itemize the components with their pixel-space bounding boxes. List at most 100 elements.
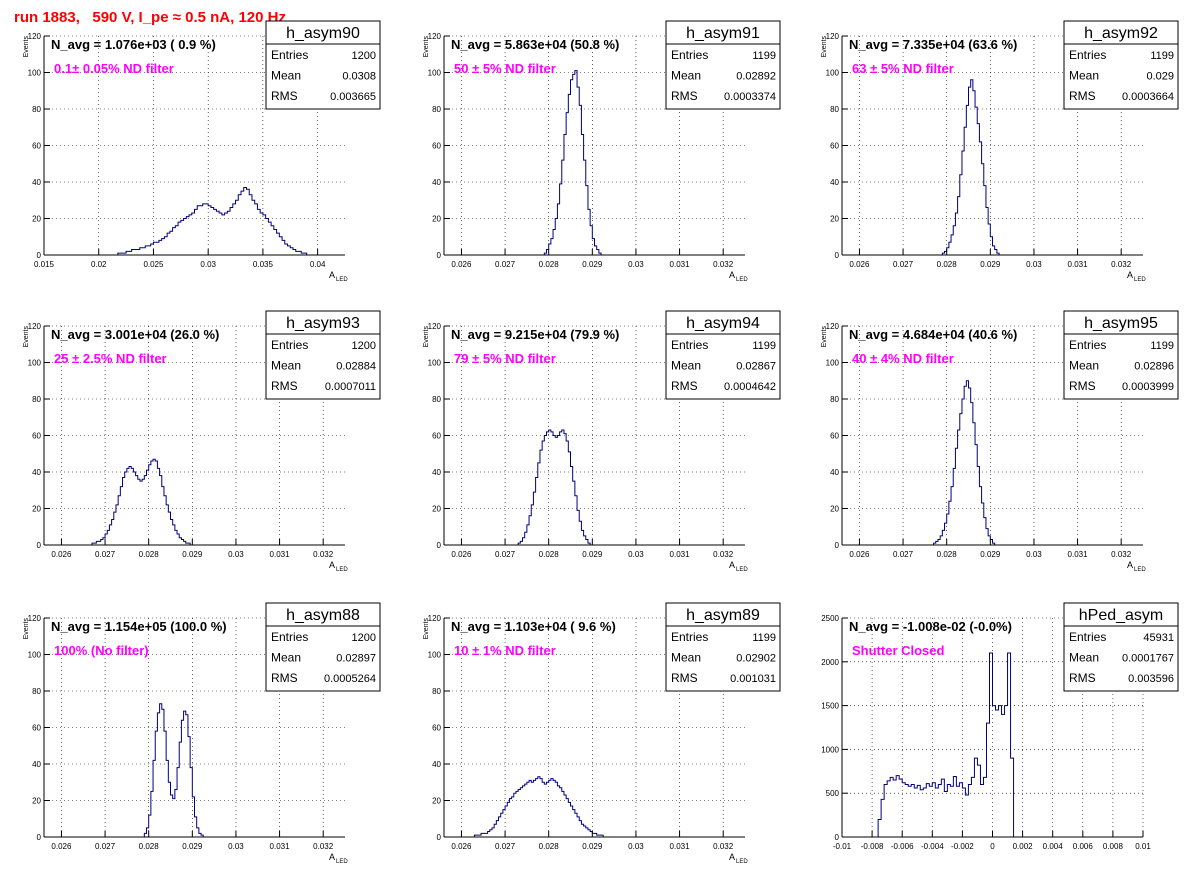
- histogram-h_asym94: [517, 429, 593, 546]
- stats-value: 1200: [352, 340, 376, 352]
- stats-value: 1199: [752, 632, 776, 644]
- stats-value: 0.0003374: [724, 91, 776, 103]
- filter-label: 50 ± 5% ND filter: [454, 61, 556, 76]
- y-tick-label: 120: [826, 32, 840, 41]
- x-tick-label: 0.026: [849, 260, 870, 269]
- y-tick-label: 60: [32, 142, 41, 151]
- x-tick-label: 0.028: [139, 842, 160, 851]
- stats-label: Entries: [671, 48, 708, 62]
- y-tick-label: 80: [432, 105, 441, 114]
- histogram-h_asym93: [87, 458, 193, 546]
- stats-label: Mean: [1069, 359, 1099, 373]
- x-tick-label: 0.026: [51, 842, 72, 851]
- page-title: run 1883, 590 V, I_pe ≈ 0.5 nA, 120 Hz: [14, 9, 286, 26]
- stats-value: 0.02884: [336, 361, 376, 373]
- stats-value: 0.003596: [1128, 673, 1174, 685]
- x-axis-label: A: [1127, 560, 1133, 570]
- histogram-name: h_asym89: [686, 607, 760, 624]
- stats-value: 0.0007011: [325, 381, 376, 393]
- y-tick-label: 20: [830, 505, 839, 514]
- x-tick-label: 0.029: [980, 550, 1001, 559]
- y-tick-label: 120: [428, 32, 442, 41]
- filter-label: 100% (No filter): [54, 643, 149, 658]
- histogram-name: h_asym94: [686, 315, 760, 332]
- stats-label: Mean: [1069, 651, 1099, 665]
- x-tick-label: 0.028: [539, 260, 560, 269]
- x-axis-label-sub: LED: [336, 277, 348, 283]
- pad-h_asym90: 0.015 0.02 0.025 0.03 0.035 0.04 0 20 40 60 80 100 1…: [23, 20, 381, 283]
- histogram-h_asym89: [474, 776, 606, 838]
- stats-label: Entries: [1069, 48, 1106, 62]
- x-axis-label: A: [329, 852, 335, 862]
- y-tick-label: 20: [32, 797, 41, 806]
- stats-box: [265, 602, 381, 692]
- filter-label: 63 ± 5% ND filter: [852, 61, 954, 76]
- y-axis-label: Events: [23, 36, 30, 58]
- stats-label: Mean: [671, 359, 701, 373]
- y-tick-label: 80: [32, 395, 41, 404]
- stats-box: [1063, 310, 1179, 400]
- y-tick-label: 40: [432, 760, 441, 769]
- y-axis-label: Events: [423, 326, 430, 348]
- y-tick-label: 60: [830, 432, 839, 441]
- x-tick-label: 0.031: [1068, 260, 1089, 269]
- stats-value: 0.0004642: [724, 381, 776, 393]
- y-tick-label: 20: [432, 215, 441, 224]
- x-tick-label: -0.006: [891, 842, 914, 851]
- x-axis-label-sub: LED: [736, 277, 748, 283]
- filter-label: 79 ± 5% ND filter: [454, 351, 556, 366]
- n-avg-label: N_avg = 1.076e+03 ( 0.9 %): [51, 37, 216, 52]
- x-tick-label: -0.004: [921, 842, 944, 851]
- x-tick-label: 0.035: [253, 260, 274, 269]
- pad-hPed_asym: -0.01 -0.008 -0.006 -0.004 -0.002 0 0.002 0.004…: [821, 602, 1179, 851]
- x-axis-label: A: [329, 560, 335, 570]
- x-tick-label: 0.03: [628, 550, 644, 559]
- x-axis-label: A: [329, 270, 335, 280]
- stats-value: 0.02897: [336, 653, 376, 665]
- y-tick-label: 500: [826, 789, 840, 798]
- y-tick-label: 120: [428, 614, 442, 623]
- y-tick-label: 80: [32, 687, 41, 696]
- y-tick-label: 40: [432, 178, 441, 187]
- stats-label: RMS: [1069, 671, 1096, 685]
- x-tick-label: 0.03: [628, 842, 644, 851]
- x-tick-label: 0.032: [713, 550, 734, 559]
- y-tick-label: 0: [835, 541, 840, 550]
- stats-label: Mean: [271, 651, 301, 665]
- y-axis-label: Events: [423, 36, 430, 58]
- stats-label: Entries: [271, 338, 308, 352]
- stats-label: Mean: [671, 651, 701, 665]
- x-axis-label-sub: LED: [336, 567, 348, 573]
- x-tick-label: 0.025: [143, 260, 164, 269]
- stats-value: 0.02892: [736, 71, 776, 83]
- n-avg-label: N_avg = -1.008e-02 (-0.0%): [849, 619, 1012, 634]
- histogram-name: hPed_asym: [1079, 607, 1164, 624]
- n-avg-label: N_avg = 3.001e+04 (26.0 %): [51, 327, 219, 342]
- n-avg-label: N_avg = 4.684e+04 (40.6 %): [849, 327, 1017, 342]
- histogram-h_asym90: [98, 186, 324, 256]
- stats-label: Entries: [271, 48, 308, 62]
- y-tick-label: 0: [437, 833, 442, 842]
- n-avg-label: N_avg = 9.215e+04 (79.9 %): [451, 327, 619, 342]
- y-tick-label: 0: [37, 541, 42, 550]
- x-axis-label: A: [729, 852, 735, 862]
- stats-label: RMS: [271, 671, 298, 685]
- filter-label: 10 ± 1% ND filter: [454, 643, 556, 658]
- stats-value: 1199: [752, 340, 776, 352]
- x-tick-label: 0.032: [313, 550, 334, 559]
- y-tick-label: 60: [432, 432, 441, 441]
- x-tick-label: 0.031: [270, 550, 291, 559]
- y-tick-label: 100: [28, 69, 42, 78]
- x-tick-label: 0.028: [139, 550, 160, 559]
- stats-box: [265, 310, 381, 400]
- stats-value: 0.003665: [330, 91, 376, 103]
- y-tick-label: 20: [432, 505, 441, 514]
- x-axis-label: A: [1127, 270, 1133, 280]
- n-avg-label: N_avg = 5.863e+04 (50.8 %): [451, 37, 619, 52]
- x-tick-label: 0.03: [200, 260, 216, 269]
- filter-label: 40 ± 4% ND filter: [852, 351, 954, 366]
- y-tick-label: 40: [32, 760, 41, 769]
- x-tick-label: 0.029: [980, 260, 1001, 269]
- x-tick-label: 0.032: [713, 842, 734, 851]
- x-tick-label: 0.032: [1111, 550, 1132, 559]
